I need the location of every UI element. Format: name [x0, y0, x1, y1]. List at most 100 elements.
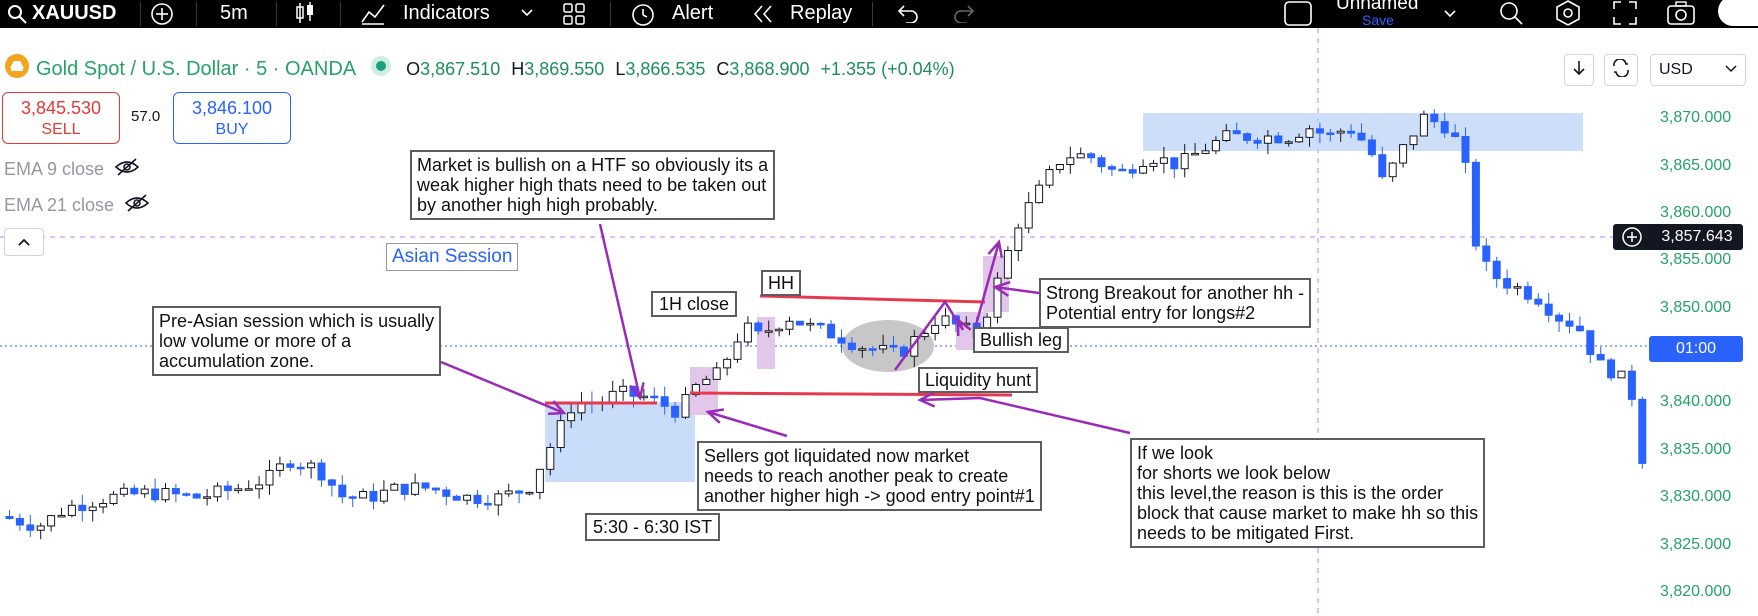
asian-session-label[interactable]: Asian Session	[386, 243, 519, 271]
candle-body	[608, 390, 617, 403]
collapse-legend-button[interactable]	[4, 228, 44, 256]
currency-select[interactable]: USD	[1650, 54, 1746, 86]
open-value: 3,867.510	[420, 58, 501, 79]
candle-body	[723, 358, 732, 369]
indicator-ema21[interactable]: EMA 21 close	[4, 193, 150, 218]
sell-price: 3,845.530	[20, 98, 102, 118]
layout-checkbox-icon[interactable]	[1283, 1, 1313, 29]
countdown-label: 01:00	[1649, 336, 1743, 362]
chevron-down-icon[interactable]	[520, 6, 534, 34]
liquidity-hunt-label[interactable]: Liquidity hunt	[918, 367, 1039, 393]
replay-button[interactable]: Replay	[790, 2, 853, 24]
candle-body	[712, 367, 721, 380]
shorts-note[interactable]: If we look for shorts we look below this…	[1130, 438, 1486, 548]
breakout-note[interactable]: Strong Breakout for another hh - Potenti…	[1039, 278, 1312, 328]
sell-label: SELL	[41, 121, 81, 138]
bullish-leg-label[interactable]: Bullish leg	[973, 327, 1070, 353]
candle-body	[1388, 162, 1397, 178]
candle-body	[1575, 325, 1584, 332]
price-axis-label: 3,855.000	[1660, 251, 1732, 268]
replay-rewind-icon[interactable]	[752, 4, 774, 32]
candle-body	[1253, 139, 1262, 144]
pre-asian-arrow-head	[547, 400, 567, 416]
candle-body	[1284, 141, 1293, 144]
candle-body	[764, 330, 773, 333]
candle-body	[26, 524, 35, 531]
candle-body	[130, 487, 139, 495]
candle-body	[1419, 113, 1428, 137]
candle-body	[1211, 140, 1220, 152]
candle-body	[1045, 169, 1054, 186]
crosshair-add-button[interactable]	[1613, 224, 1651, 250]
hh-level	[759, 294, 986, 304]
candle-body	[494, 493, 503, 506]
candle-body	[1159, 157, 1168, 164]
auto-refresh-button[interactable]	[1604, 54, 1638, 86]
market-status-icon[interactable]	[370, 55, 392, 83]
candle-body	[1471, 161, 1480, 247]
alert-button[interactable]: Alert	[672, 2, 714, 24]
layout-grid-icon[interactable]	[562, 2, 586, 30]
save-layout-button[interactable]: Save	[1362, 12, 1394, 28]
candle-body	[286, 463, 295, 468]
buy-button[interactable]: 3,846.100 BUY	[173, 92, 291, 144]
candle-body	[140, 488, 149, 495]
candle-body	[1274, 135, 1283, 144]
settings-gear-icon[interactable]	[1554, 0, 1582, 28]
chevron-down-icon[interactable]	[1443, 7, 1457, 35]
candles-chart-type-icon[interactable]	[294, 1, 316, 29]
compare-symbol-plus-icon[interactable]	[150, 2, 174, 30]
candle-body	[1191, 152, 1200, 156]
quick-search-icon[interactable]	[1498, 0, 1524, 28]
candle-body	[1035, 184, 1044, 204]
supply-zone	[1143, 113, 1583, 151]
candle-body	[1523, 286, 1532, 300]
liquidity-blob	[842, 320, 934, 372]
change-value: +1.355 (+0.04%)	[820, 58, 955, 79]
candle-body	[431, 487, 440, 491]
one-hour-close-label[interactable]: 1H close	[651, 291, 738, 317]
redo-icon[interactable]	[952, 3, 976, 31]
symbol-search-button[interactable]: XAUUSD	[32, 2, 117, 24]
sell-button[interactable]: 3,845.530 SELL	[2, 92, 120, 144]
candle-body	[213, 485, 222, 498]
interval-button[interactable]: 5m	[220, 2, 248, 24]
candle-body	[463, 494, 472, 501]
eye-hidden-icon[interactable]	[114, 157, 140, 182]
alert-clock-icon[interactable]	[630, 1, 658, 29]
publish-button[interactable]	[1718, 0, 1758, 26]
symbol-title[interactable]: Gold Spot / U.S. Dollar · 5 · OANDA	[36, 57, 357, 80]
candle-body	[1118, 168, 1127, 172]
candle-body	[1534, 298, 1543, 305]
indicators-icon[interactable]	[360, 2, 386, 30]
candle-body	[525, 491, 534, 495]
candle-body	[1503, 278, 1512, 289]
candle-body	[296, 466, 305, 470]
candle-body	[369, 490, 378, 502]
fullscreen-icon[interactable]	[1612, 0, 1638, 28]
htf-note[interactable]: Market is bullish on a HTF so obviously …	[410, 150, 776, 220]
layout-name[interactable]: Unnamed	[1336, 0, 1419, 14]
search-icon[interactable]	[6, 3, 28, 31]
candle-body	[1014, 227, 1023, 252]
liquidity-level	[689, 391, 1013, 397]
indicator-ema9[interactable]: EMA 9 close	[4, 157, 140, 182]
eye-hidden-icon[interactable]	[124, 193, 150, 218]
undo-icon[interactable]	[896, 3, 920, 31]
candle-body	[1149, 162, 1158, 167]
snapshot-camera-icon[interactable]	[1666, 0, 1696, 28]
candle-body	[182, 493, 191, 496]
sellers-note[interactable]: Sellers got liquidated now market needs …	[697, 441, 1042, 511]
candle-body	[1295, 136, 1304, 143]
pre-asian-note[interactable]: Pre-Asian session which is usually low v…	[152, 306, 442, 376]
candle-body	[1627, 370, 1636, 400]
hh-label[interactable]: HH	[761, 270, 801, 296]
crosshair-price-label: 3,857.643	[1651, 224, 1743, 250]
candle-body	[400, 483, 409, 495]
session-time-label[interactable]: 5:30 - 6:30 IST	[585, 513, 721, 541]
indicators-button[interactable]: Indicators	[403, 2, 490, 24]
scroll-to-latest-button[interactable]	[1564, 54, 1594, 86]
candle-body	[411, 482, 420, 495]
